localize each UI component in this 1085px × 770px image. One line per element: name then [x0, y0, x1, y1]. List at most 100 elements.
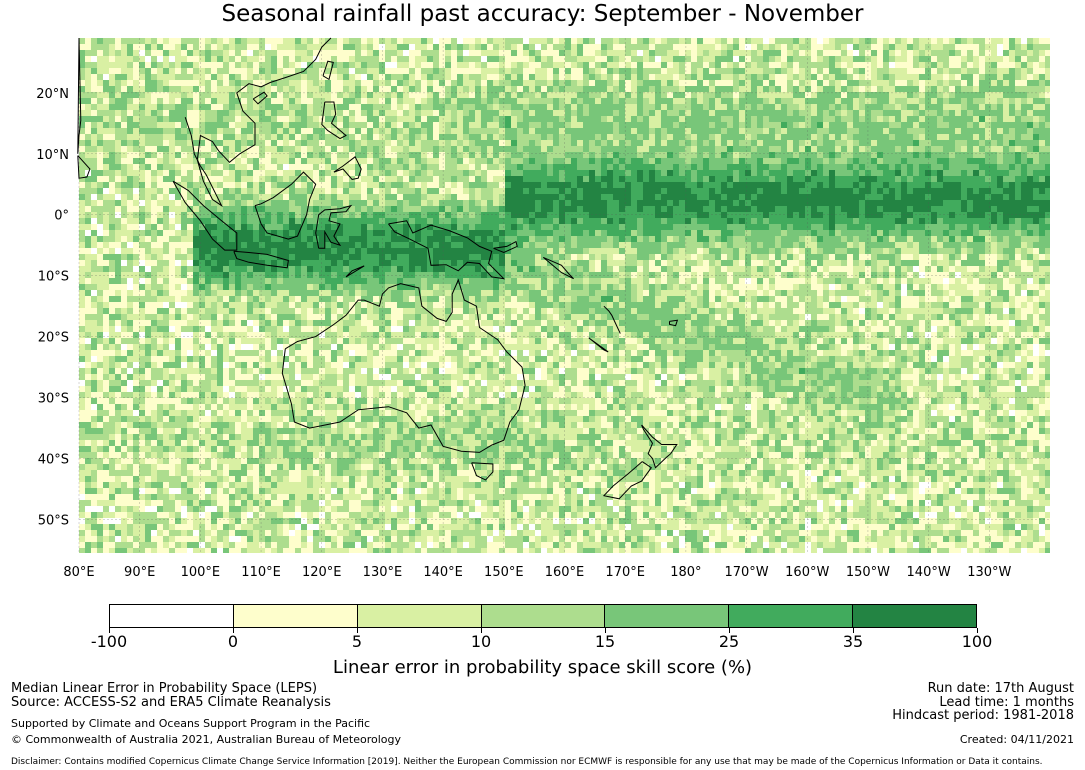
- skill-cell: [313, 140, 319, 146]
- skill-cell: [637, 218, 643, 224]
- skill-cell: [85, 68, 91, 74]
- skill-cell: [373, 188, 379, 194]
- skill-cell: [841, 116, 847, 122]
- skill-cell: [703, 104, 709, 110]
- skill-cell: [517, 68, 523, 74]
- skill-cell: [529, 218, 535, 224]
- skill-cell: [553, 134, 559, 140]
- skill-cell: [439, 104, 445, 110]
- skill-cell: [205, 74, 211, 80]
- skill-cell: [787, 80, 793, 86]
- skill-cell: [673, 194, 679, 200]
- skill-grid-cells: [79, 38, 1050, 553]
- skill-cell: [667, 146, 673, 152]
- skill-cell: [1039, 80, 1045, 86]
- skill-cell: [409, 212, 415, 218]
- skill-cell: [847, 80, 853, 86]
- skill-cell: [193, 188, 199, 194]
- skill-cell: [283, 62, 289, 68]
- skill-cell: [757, 56, 763, 62]
- skill-cell: [103, 170, 109, 176]
- skill-cell: [619, 122, 625, 128]
- skill-cell: [571, 74, 577, 80]
- skill-cell: [715, 44, 721, 50]
- skill-cell: [559, 86, 565, 92]
- skill-cell: [949, 80, 955, 86]
- skill-cell: [691, 68, 697, 74]
- skill-cell: [871, 182, 877, 188]
- skill-cell: [445, 38, 451, 44]
- skill-cell: [769, 128, 775, 134]
- skill-cell: [205, 104, 211, 110]
- skill-cell: [133, 140, 139, 146]
- skill-cell: [643, 164, 649, 170]
- skill-cell: [613, 62, 619, 68]
- skill-cell: [655, 68, 661, 74]
- skill-cell: [733, 140, 739, 146]
- skill-cell: [985, 158, 991, 164]
- skill-cell: [439, 68, 445, 74]
- skill-cell: [889, 212, 895, 218]
- skill-cell: [697, 128, 703, 134]
- skill-cell: [979, 134, 985, 140]
- skill-cell: [1045, 104, 1050, 110]
- skill-cell: [421, 134, 427, 140]
- skill-cell: [805, 44, 811, 50]
- skill-cell: [643, 104, 649, 110]
- skill-cell: [859, 194, 865, 200]
- skill-cell: [967, 170, 973, 176]
- skill-cell: [565, 116, 571, 122]
- skill-cell: [415, 44, 421, 50]
- skill-cell: [163, 68, 169, 74]
- skill-cell: [751, 128, 757, 134]
- skill-cell: [367, 152, 373, 158]
- skill-cell: [865, 110, 871, 116]
- skill-cell: [955, 170, 961, 176]
- skill-cell: [313, 176, 319, 182]
- skill-cell: [985, 86, 991, 92]
- skill-cell: [559, 146, 565, 152]
- skill-cell: [781, 68, 787, 74]
- skill-cell: [769, 182, 775, 188]
- skill-cell: [247, 170, 253, 176]
- skill-cell: [703, 176, 709, 182]
- skill-cell: [79, 212, 85, 218]
- skill-cell: [565, 152, 571, 158]
- skill-cell: [679, 170, 685, 176]
- skill-cell: [529, 38, 535, 44]
- skill-cell: [319, 128, 325, 134]
- skill-cell: [1033, 104, 1039, 110]
- skill-cell: [973, 56, 979, 62]
- skill-cell: [1039, 116, 1045, 122]
- skill-cell: [877, 122, 883, 128]
- skill-cell: [265, 188, 271, 194]
- skill-cell: [535, 56, 541, 62]
- skill-cell: [529, 176, 535, 182]
- skill-cell: [679, 62, 685, 68]
- skill-cell: [295, 146, 301, 152]
- skill-cell: [889, 104, 895, 110]
- skill-cell: [535, 98, 541, 104]
- skill-cell: [511, 128, 517, 134]
- skill-cell: [937, 122, 943, 128]
- skill-cell: [511, 140, 517, 146]
- skill-cell: [931, 140, 937, 146]
- skill-cell: [865, 206, 871, 212]
- skill-cell: [643, 86, 649, 92]
- skill-cell: [475, 68, 481, 74]
- skill-cell: [475, 92, 481, 98]
- skill-cell: [277, 194, 283, 200]
- skill-cell: [379, 176, 385, 182]
- skill-cell: [277, 146, 283, 152]
- skill-cell: [259, 116, 265, 122]
- skill-cell: [319, 206, 325, 212]
- skill-cell: [109, 146, 115, 152]
- skill-cell: [97, 140, 103, 146]
- skill-cell: [823, 134, 829, 140]
- skill-cell: [145, 176, 151, 182]
- skill-cell: [997, 128, 1003, 134]
- skill-cell: [145, 62, 151, 68]
- skill-cell: [97, 74, 103, 80]
- skill-cell: [787, 206, 793, 212]
- skill-cell: [703, 206, 709, 212]
